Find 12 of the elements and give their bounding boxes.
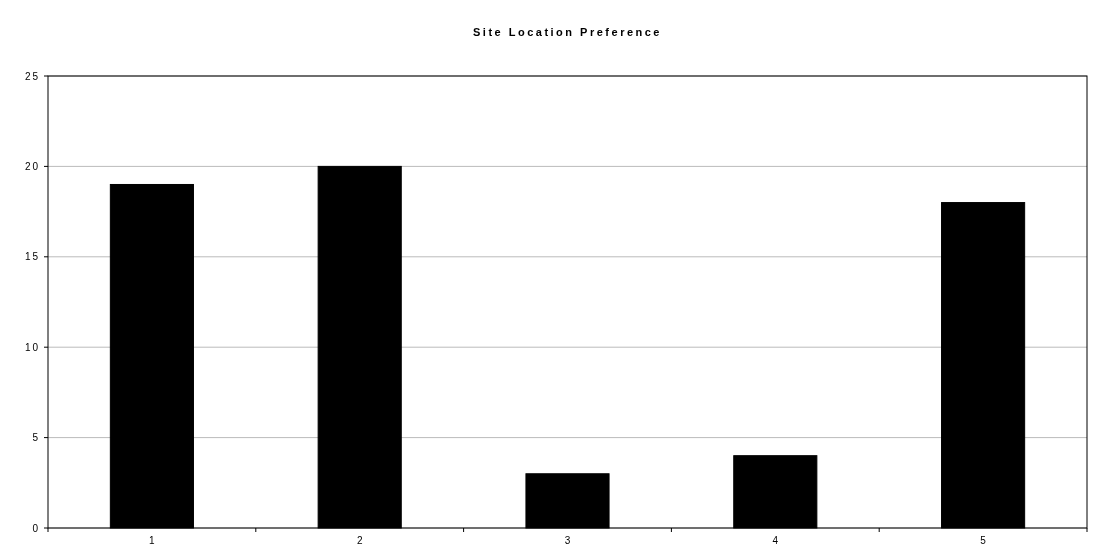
y-tick-label: 5 bbox=[32, 432, 40, 444]
y-tick-label: 20 bbox=[24, 160, 40, 172]
x-tick-label: 5 bbox=[980, 535, 987, 546]
x-tick-label: 1 bbox=[149, 535, 156, 546]
x-tick-label: 2 bbox=[356, 535, 363, 546]
y-tick-label: 0 bbox=[32, 522, 40, 534]
x-tick-label: 4 bbox=[772, 535, 779, 546]
y-tick-label: 25 bbox=[24, 70, 40, 82]
y-tick-label: 15 bbox=[24, 251, 40, 263]
y-tick-label: 10 bbox=[24, 341, 40, 353]
x-tick-label: 3 bbox=[564, 535, 571, 546]
chart-title: Site Location Preference bbox=[473, 26, 662, 38]
